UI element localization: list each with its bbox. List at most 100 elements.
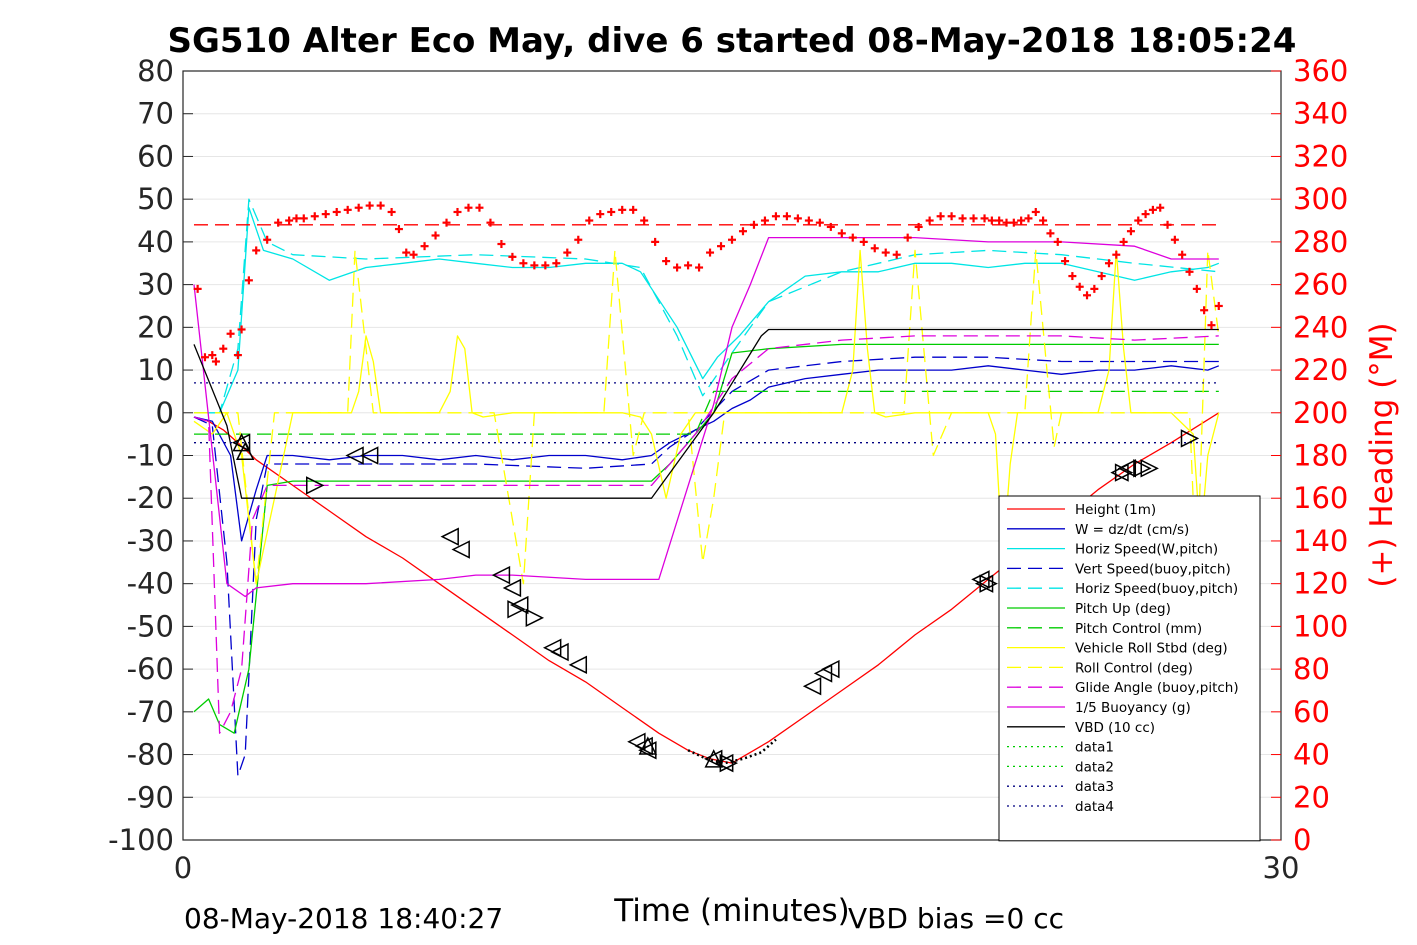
y-right-tick-label: 80 <box>1293 652 1330 686</box>
heading-point-36 <box>530 261 539 270</box>
heading-point-40 <box>574 235 583 244</box>
y-right-tick-label: 20 <box>1293 780 1330 814</box>
x-tick-label: 0 <box>174 851 192 885</box>
footer-timestamp: 08-May-2018 18:40:27 <box>184 902 503 935</box>
heading-point-70 <box>903 233 912 242</box>
heading-point-53 <box>717 242 726 251</box>
legend-label-11: VBD (10 cc) <box>1075 720 1155 736</box>
heading-point-72 <box>925 216 934 225</box>
heading-point-6 <box>233 351 242 360</box>
heading-point-16 <box>321 210 330 219</box>
y-right-tick-label: 0 <box>1293 823 1311 857</box>
marker-left-19 <box>971 570 990 589</box>
marker-up-3 <box>704 749 723 768</box>
heading-point-71 <box>914 222 923 231</box>
legend-label-14: data3 <box>1075 779 1114 795</box>
legend-label-0: Height (1m) <box>1075 502 1156 518</box>
marker-right-0 <box>306 476 325 495</box>
heading-point-68 <box>881 248 890 257</box>
heading-point-98 <box>1134 216 1143 225</box>
y-left-tick-label: -80 <box>127 738 174 772</box>
heading-point-41 <box>585 216 594 225</box>
marker-right-7 <box>1140 459 1159 478</box>
marker-left-9 <box>550 642 569 662</box>
heading-point-25 <box>409 250 418 259</box>
heading-point-83 <box>1024 214 1033 223</box>
marker-left-4 <box>451 540 470 559</box>
heading-point-60 <box>793 214 802 223</box>
chart-title: SG510 Alter Eco May, dive 6 started 08-M… <box>168 21 1297 61</box>
heading-point-92 <box>1090 284 1099 293</box>
series-line-6 <box>194 390 1219 435</box>
y-right-tick-label: 260 <box>1293 268 1348 302</box>
marker-left-6 <box>502 578 522 598</box>
y-right-tick-label: 360 <box>1293 54 1348 88</box>
heading-point-29 <box>453 207 462 216</box>
legend-label-10: 1/5 Buoyancy (g) <box>1075 700 1191 716</box>
heading-point-93 <box>1097 272 1106 281</box>
heading-point-55 <box>738 227 747 236</box>
y-right-tick-label: 280 <box>1293 225 1348 259</box>
heading-point-37 <box>541 261 550 270</box>
legend-label-1: W = dz/dt (cm/s) <box>1075 522 1189 538</box>
heading-point-44 <box>618 205 627 214</box>
heading-point-45 <box>629 205 638 214</box>
heading-point-86 <box>1046 229 1055 238</box>
heading-point-32 <box>486 218 495 227</box>
y-left-tick-label: -20 <box>127 481 174 515</box>
heading-point-7 <box>237 325 246 334</box>
heading-point-46 <box>640 216 649 225</box>
heading-point-38 <box>552 259 561 268</box>
legend-box <box>998 495 1261 842</box>
heading-point-39 <box>563 248 572 257</box>
heading-point-73 <box>936 212 945 221</box>
legend-label-9: Glide Angle (buoy,pitch) <box>1075 680 1239 696</box>
heading-point-79 <box>995 216 1004 225</box>
heading-point-57 <box>760 216 769 225</box>
heading-point-109 <box>1214 301 1223 310</box>
y-left-tick-label: 40 <box>137 225 174 259</box>
heading-point-11 <box>274 218 283 227</box>
heading-point-63 <box>826 222 835 231</box>
marker-left-18 <box>821 659 840 679</box>
heading-point-96 <box>1119 237 1128 246</box>
heading-point-51 <box>695 263 704 272</box>
y-left-tick-label: -60 <box>127 652 174 686</box>
marker-left-3 <box>440 527 459 546</box>
heading-point-89 <box>1068 272 1077 281</box>
y-right-tick-label: 320 <box>1293 139 1348 173</box>
heading-point-5 <box>226 329 235 338</box>
heading-point-77 <box>980 214 989 223</box>
heading-point-49 <box>673 263 682 272</box>
legend-label-13: data2 <box>1075 759 1114 775</box>
y-right-tick-label: 60 <box>1293 695 1330 729</box>
heading-point-101 <box>1156 203 1165 212</box>
heading-point-3 <box>211 357 220 366</box>
marker-left-20 <box>974 574 994 593</box>
heading-point-31 <box>475 203 484 212</box>
marker-layer <box>231 429 1200 773</box>
y-right-tick-label: 180 <box>1293 439 1348 473</box>
heading-point-58 <box>771 212 780 221</box>
legend-label-7: Vehicle Roll Stbd (deg) <box>1075 641 1228 657</box>
heading-point-0 <box>193 284 202 293</box>
heading-point-88 <box>1061 257 1070 266</box>
y-left-tick-label: -70 <box>127 695 174 729</box>
heading-point-102 <box>1163 220 1172 229</box>
heading-point-9 <box>252 246 261 255</box>
y-left-tick-label: -90 <box>127 780 174 814</box>
heading-point-8 <box>244 276 253 285</box>
marker-right-2 <box>525 608 545 628</box>
heading-point-90 <box>1075 282 1084 291</box>
heading-point-22 <box>387 207 396 216</box>
y-right-tick-label: 340 <box>1293 97 1348 131</box>
heading-point-82 <box>1017 216 1026 225</box>
y-left-tick-label: 50 <box>137 182 174 216</box>
x-tick-label: 30 <box>1263 851 1300 885</box>
legend-label-6: Pitch Control (mm) <box>1075 621 1202 637</box>
y-left-tick-label: 80 <box>137 54 174 88</box>
y-left-tick-label: 70 <box>137 97 174 131</box>
heading-point-35 <box>519 259 528 268</box>
heading-layer <box>193 201 1223 366</box>
